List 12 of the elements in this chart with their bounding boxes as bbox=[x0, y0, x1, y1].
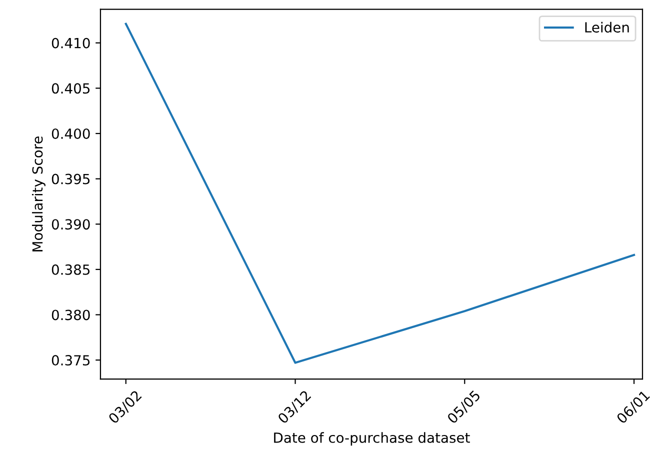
y-tick-label: 0.400 bbox=[52, 128, 90, 139]
x-axis-title: Date of co-purchase dataset bbox=[274, 432, 470, 446]
y-tick-label: 0.390 bbox=[52, 219, 90, 230]
y-tick-label: 0.385 bbox=[52, 264, 90, 275]
y-axis-title: Modularity Score bbox=[32, 136, 46, 252]
y-tick-label: 0.410 bbox=[52, 38, 90, 48]
y-tick-label: 0.405 bbox=[52, 83, 90, 94]
y-tick-label: 0.395 bbox=[52, 174, 90, 184]
y-tick-label: 0.375 bbox=[52, 355, 90, 366]
line-series bbox=[124, 22, 636, 364]
legend-label: Leiden bbox=[585, 22, 629, 33]
y-tick-label: 0.380 bbox=[52, 310, 90, 320]
